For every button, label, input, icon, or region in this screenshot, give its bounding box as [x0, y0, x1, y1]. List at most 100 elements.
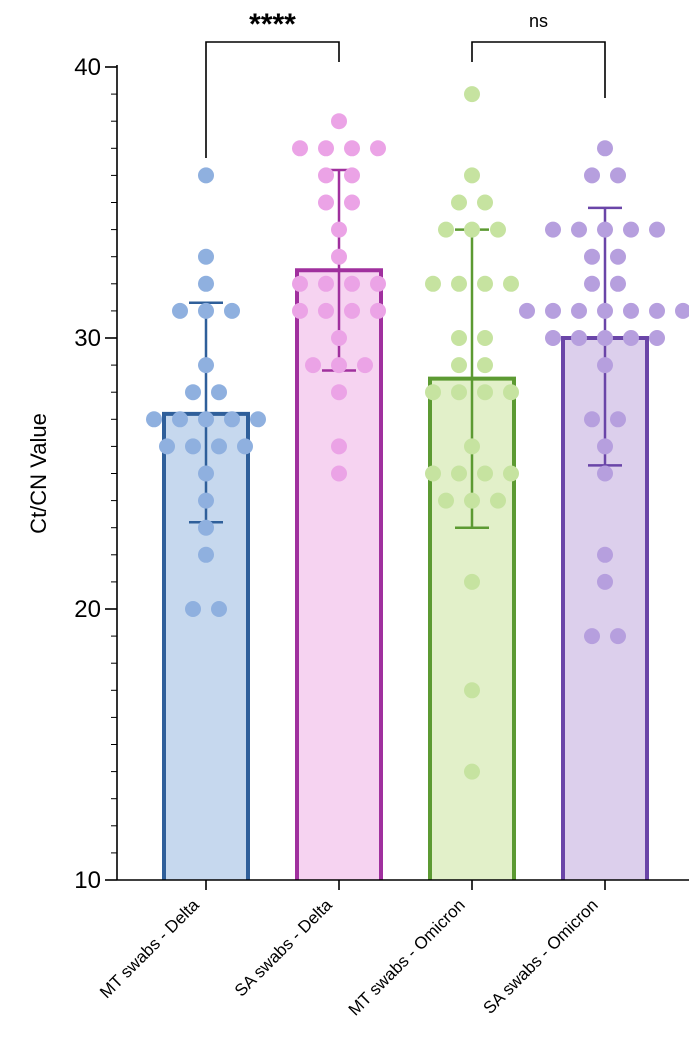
- data-point: [584, 411, 600, 428]
- data-point: [451, 465, 467, 482]
- data-point: [159, 438, 175, 455]
- data-point: [571, 302, 587, 319]
- data-point: [331, 357, 347, 374]
- data-point: [464, 573, 480, 590]
- data-point: [237, 438, 253, 455]
- data-point: [370, 140, 386, 157]
- data-point: [425, 465, 441, 482]
- data-point: [331, 113, 347, 130]
- data-point: [198, 302, 214, 319]
- data-point: [571, 221, 587, 238]
- data-point: [331, 248, 347, 265]
- data-point: [438, 221, 454, 238]
- data-point: [610, 248, 626, 265]
- data-point: [357, 357, 373, 374]
- data-points: [146, 86, 689, 780]
- data-point: [198, 492, 214, 509]
- data-point: [224, 302, 240, 319]
- data-point: [464, 763, 480, 780]
- y-axis-ticks: [105, 66, 117, 881]
- data-point: [331, 465, 347, 482]
- data-point: [331, 221, 347, 238]
- data-point: [610, 167, 626, 184]
- y-tick-label: 30: [74, 325, 101, 352]
- data-point: [597, 221, 613, 238]
- significance-bracket: [471, 41, 606, 98]
- data-point: [172, 411, 188, 428]
- data-point: [198, 519, 214, 536]
- data-point: [503, 465, 519, 482]
- data-point: [331, 438, 347, 455]
- data-point: [331, 330, 347, 346]
- data-point: [675, 302, 689, 319]
- data-point: [318, 275, 334, 292]
- data-point: [292, 140, 308, 157]
- data-point: [331, 384, 347, 401]
- data-point: [623, 330, 639, 346]
- data-point: [198, 248, 214, 265]
- data-point: [198, 167, 214, 184]
- data-point: [597, 573, 613, 590]
- data-point: [198, 546, 214, 563]
- data-point: [597, 140, 613, 157]
- data-point: [318, 194, 334, 211]
- significance-brackets: **** ns: [205, 8, 606, 158]
- data-point: [344, 194, 360, 211]
- data-point: [584, 248, 600, 265]
- data-point: [649, 302, 665, 319]
- x-tick-label: MT swabs - Omicron: [345, 895, 469, 1019]
- data-point: [211, 384, 227, 401]
- data-point: [519, 302, 535, 319]
- data-point: [451, 194, 467, 211]
- data-point: [464, 682, 480, 699]
- data-point: [425, 384, 441, 401]
- data-point: [649, 221, 665, 238]
- data-point: [172, 302, 188, 319]
- data-point: [571, 330, 587, 346]
- data-point: [211, 438, 227, 455]
- data-point: [146, 411, 162, 428]
- data-point: [597, 438, 613, 455]
- data-point: [597, 465, 613, 482]
- data-point: [318, 302, 334, 319]
- y-tick-label: 40: [74, 54, 101, 81]
- data-point: [597, 546, 613, 563]
- significance-bracket: [205, 41, 340, 158]
- x-tick-label: MT swabs - Delta: [96, 895, 203, 1002]
- data-point: [477, 384, 493, 401]
- y-axis-title: Ct/CN Value: [26, 413, 51, 534]
- data-point: [451, 357, 467, 374]
- data-point: [344, 275, 360, 292]
- x-tick-label: SA swabs - Omicron: [479, 895, 601, 1017]
- data-point: [477, 357, 493, 374]
- data-point: [623, 302, 639, 319]
- data-point: [438, 492, 454, 509]
- data-point: [464, 438, 480, 455]
- data-point: [198, 465, 214, 482]
- data-point: [451, 275, 467, 292]
- data-point: [185, 601, 201, 617]
- data-point: [649, 330, 665, 346]
- y-tick-label: 10: [74, 867, 101, 894]
- data-point: [185, 384, 201, 401]
- data-point: [477, 465, 493, 482]
- significance-label: ns: [529, 11, 548, 31]
- data-point: [623, 221, 639, 238]
- data-point: [464, 86, 480, 103]
- data-point: [597, 302, 613, 319]
- data-point: [250, 411, 266, 428]
- data-point: [610, 628, 626, 645]
- data-point: [503, 275, 519, 292]
- data-point: [464, 167, 480, 184]
- data-point: [597, 357, 613, 374]
- data-point: [198, 357, 214, 374]
- data-point: [584, 275, 600, 292]
- data-point: [477, 194, 493, 211]
- data-point: [545, 221, 561, 238]
- data-point: [344, 302, 360, 319]
- data-point: [610, 275, 626, 292]
- data-point: [584, 628, 600, 645]
- data-point: [224, 411, 240, 428]
- data-point: [490, 492, 506, 509]
